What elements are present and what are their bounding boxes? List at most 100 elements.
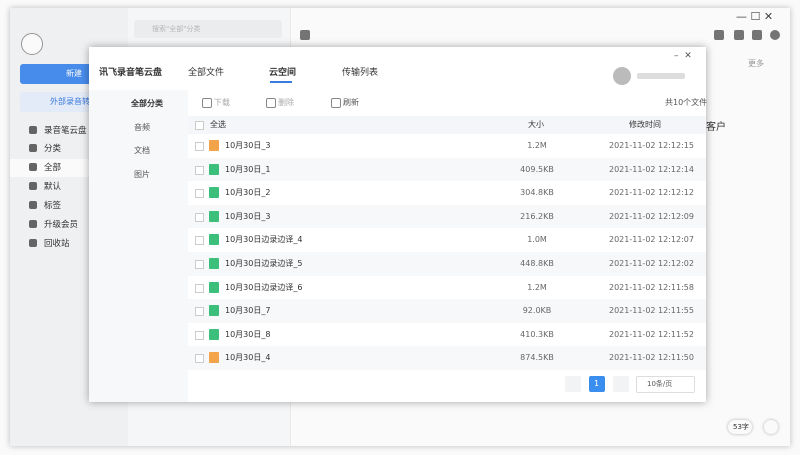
toolbar-icon[interactable] [752,30,762,40]
nav-item[interactable]: 音频 [134,122,150,132]
sidebar-icon [29,239,37,247]
sidebar-icon [29,163,37,171]
tab[interactable]: 云空间 [269,68,297,78]
editor-text: 客户 [706,122,726,133]
toolbar-icon[interactable] [734,30,744,40]
file-modified: 2021-11-02 12:11:55 [609,306,694,316]
search-box[interactable] [134,20,282,38]
checkbox[interactable] [195,330,204,340]
dialog-nav [89,90,188,402]
toolbar-button[interactable]: 下载 [214,98,230,107]
checkbox[interactable] [195,142,204,151]
more-menu[interactable]: 更多 [748,59,764,68]
file-size: 304.8KB [520,188,554,198]
file-name[interactable]: 10月30日边录边译_6 [225,282,303,292]
file-modified: 2021-11-02 12:12:12 [609,188,694,198]
current-page-label: 1 [594,379,600,388]
file-name[interactable]: 10月30日_4 [225,353,271,363]
window-controls[interactable]: — ☐ ✕ [736,10,774,23]
file-icon [209,305,219,317]
file-name[interactable]: 10月30日_2 [225,188,271,198]
word-count: 53字 [733,423,749,431]
sidebar-icon [29,144,37,152]
file-icon [209,234,219,246]
checkbox[interactable] [195,236,204,246]
toolbar-button[interactable]: 刷新 [343,98,359,107]
file-icon [209,187,219,199]
sidebar-icon [29,126,37,134]
dialog-controls[interactable]: – ✕ [674,51,692,61]
checkbox[interactable] [195,121,204,130]
file-modified: 2021-11-02 12:11:50 [609,353,694,363]
file-name[interactable]: 10月30日_1 [225,164,271,174]
file-name[interactable]: 10月30日_3 [225,141,271,150]
table-row [188,322,706,347]
file-size: 1.0M [527,235,547,245]
checkbox[interactable] [195,260,204,269]
tab[interactable]: 全部文件 [188,68,225,78]
file-modified: 2021-11-02 12:12:15 [609,141,694,150]
word-count-box [728,420,752,434]
import-button-label: 外部录音转 [50,97,90,106]
file-modified: 2021-11-02 12:12:02 [609,259,694,268]
file-name[interactable]: 10月30日_3 [225,211,271,221]
current-page[interactable] [589,376,605,392]
dialog: 讯飞录音笔云盘 全部文件 云空间 传输列表 – ✕ 全部分类 音频 文档 图片 下载 删… [89,47,707,402]
file-icon [209,258,219,269]
sidebar-item[interactable]: 全部 [44,163,62,173]
table-row [188,252,706,276]
file-icon [209,210,219,222]
nav-item[interactable]: 图片 [134,169,150,179]
file-icon [209,352,219,364]
user-name [637,73,685,79]
scroll-top-button[interactable] [764,420,778,434]
file-modified: 2021-11-02 12:12:09 [609,211,694,221]
page-size-select[interactable] [636,376,695,393]
file-icon [209,163,219,175]
sidebar-item[interactable]: 分类 [44,144,62,154]
checkbox[interactable] [195,212,204,222]
table-row [188,181,706,205]
checkbox[interactable] [195,283,204,293]
toolbar-icon[interactable] [770,30,780,40]
search-placeholder: 搜索"全部"分类 [152,25,201,33]
tab[interactable]: 传输列表 [342,68,379,78]
nav-item[interactable]: 文档 [134,146,150,155]
file-icon [209,140,219,151]
file-name[interactable]: 10月30日_7 [225,306,271,316]
file-modified: 2021-11-02 12:11:52 [609,329,694,339]
toolbar-icon [331,98,341,108]
file-modified: 2021-11-02 12:11:58 [609,282,694,292]
panel-icon[interactable] [300,30,310,40]
checkbox[interactable] [195,165,204,175]
sidebar-item[interactable]: 升级会员 [44,220,79,230]
header-size: 大小 [528,120,544,129]
sidebar-icon [29,201,37,209]
nav-item[interactable]: 全部分类 [131,99,163,108]
checkbox[interactable] [195,189,204,199]
file-name[interactable]: 10月30日_8 [225,329,271,339]
sidebar-item[interactable]: 默认 [44,182,62,192]
toolbar-button[interactable]: 删除 [278,98,294,107]
sidebar-item[interactable]: 录音笔云盘 [44,126,87,136]
table-row [188,275,706,300]
user-avatar[interactable] [613,67,631,85]
prev-page[interactable] [565,376,581,392]
file-icon [209,281,219,293]
table-row [188,346,706,370]
table-row [188,157,706,182]
file-size: 410.3KB [520,329,554,339]
sidebar-item[interactable]: 标签 [44,201,62,211]
checkbox[interactable] [195,354,204,364]
next-page[interactable] [613,376,629,392]
file-name[interactable]: 10月30日边录边译_5 [225,259,303,268]
header-select-all[interactable]: 全选 [210,120,226,129]
table-row [188,299,706,323]
file-size: 92.0KB [522,306,552,316]
file-name[interactable]: 10月30日边录边译_4 [225,235,303,245]
toolbar-icon[interactable] [714,30,724,40]
tab-indicator [270,81,292,83]
sidebar-item[interactable]: 回收站 [44,239,70,249]
checkbox[interactable] [195,307,204,317]
file-size: 409.5KB [520,164,554,174]
